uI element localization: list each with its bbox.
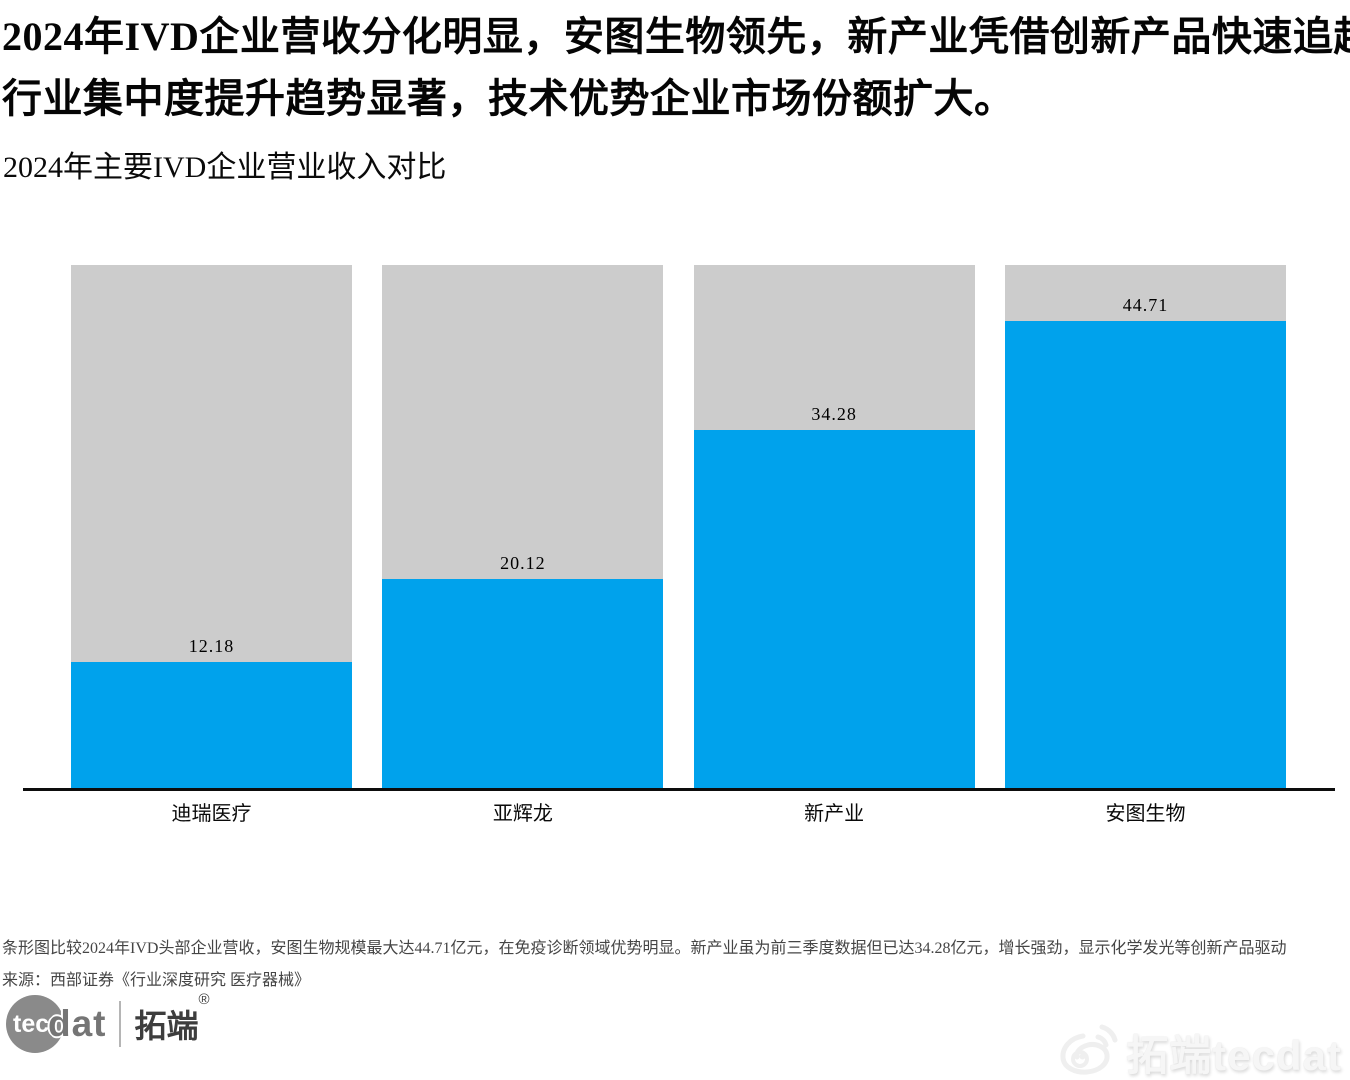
main-title-line-2: 行业集中度提升趋势显著，技术优势企业市场份额扩大。 [2,76,1015,121]
x-axis-label: 亚辉龙 [492,803,553,825]
bar-track: 44.71 [1005,265,1286,790]
logo-registered-mark: ® [198,991,210,1008]
bar-value-label: 20.12 [500,553,546,573]
bar [382,579,664,790]
logo-circle-text: tec [13,1009,50,1038]
x-axis-line [23,788,1335,791]
watermark-text: 拓端tecdat [1126,1032,1342,1079]
bar [71,662,352,790]
weibo-icon [1058,1022,1120,1080]
x-axis-label: 新产业 [804,803,865,825]
main-title: 2024年IVD企业营收分化明显，安图生物领先，新产业凭借创新产品快速追赶， 行… [2,6,1350,130]
plot-area: 12.18 20.12 34.28 44.71 [71,265,1286,790]
bar-value-label: 34.28 [811,404,857,424]
logo-divider [118,1001,121,1047]
x-axis-label: 安图生物 [1105,803,1186,825]
bar-track: 12.18 [71,265,352,790]
bar-track: 34.28 [693,265,975,790]
logo-cn-wrap: 拓端® [134,991,210,1047]
tecdat-logo-circle: tec [6,995,64,1053]
bar [1005,321,1286,790]
logo-cn-text: 拓端 [134,1008,199,1044]
bar-track: 20.12 [382,265,664,790]
tecdat-logo: tec dat 拓端® [6,991,210,1054]
bar [693,430,975,790]
logo-dat-text: dat [48,1003,107,1044]
chart-title: 2024年主要IVD企业营业收入对比 [3,151,447,184]
watermark: 拓端tecdat [1058,1022,1342,1080]
source-line: 来源：西部证券《行业深度研究 医疗器械》 [2,972,311,989]
bar-value-label: 12.18 [188,636,235,656]
bar-value-label: 44.71 [1122,295,1169,315]
main-title-line-1: 2024年IVD企业营收分化明显，安图生物领先，新产业凭借创新产品快速追赶， [2,14,1350,59]
x-axis-label: 迪瑞医疗 [171,803,252,825]
chart-description: 条形图比较2024年IVD头部企业营收，安图生物规模最大达44.71亿元，在免疫… [2,940,1287,957]
